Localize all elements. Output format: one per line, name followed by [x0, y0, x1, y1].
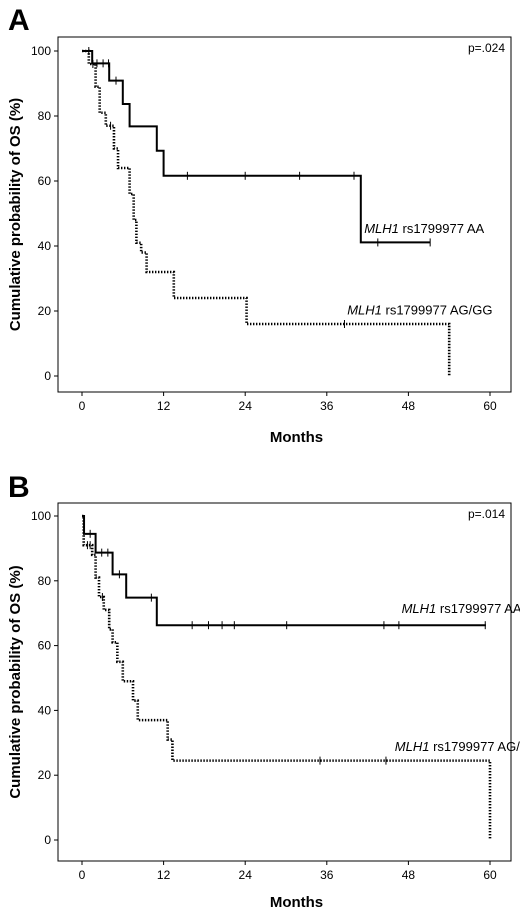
y-tick-label: 100	[31, 509, 51, 523]
panel-letter: B	[8, 471, 30, 504]
y-tick-label: 20	[38, 768, 52, 782]
x-axis-title: Months	[270, 894, 323, 911]
genotype-label: rs1799977 AG/GG	[382, 302, 493, 317]
y-tick-label: 0	[44, 369, 51, 383]
x-tick-label: 0	[79, 399, 86, 413]
x-tick-label: 24	[239, 399, 253, 413]
gene-name: MLH1	[364, 221, 399, 236]
survival-curve-aa	[82, 50, 431, 244]
y-tick-label: 40	[38, 703, 52, 717]
panel-letter: A	[8, 4, 30, 37]
x-axis-title: Months	[270, 429, 323, 446]
series-label-ag-gg: MLH1 rs1799977 AG/GG	[395, 739, 520, 754]
survival-curve-aa	[82, 515, 486, 627]
y-axis-title: Cumulative probability of OS (%)	[7, 98, 24, 331]
x-tick-label: 60	[483, 868, 497, 882]
y-tick-label: 80	[38, 109, 52, 123]
genotype-label: rs1799977 AA	[399, 221, 485, 236]
panel-a: A 0 20 40 60 80 100 0 12 24 36 48 60 Months Cumulative…	[7, 4, 512, 446]
y-tick-label: 60	[38, 174, 52, 188]
x-tick-label: 60	[483, 399, 497, 413]
plot-frame	[57, 502, 512, 862]
x-tick-label: 12	[157, 868, 171, 882]
p-value: p=.024	[468, 41, 505, 55]
series-label-ag-gg: MLH1 rs1799977 AG/GG	[347, 302, 492, 317]
x-tick-label: 36	[320, 399, 334, 413]
panel-b: B 0 20 40 60 80 100 0 12 24 36 48 60 Months Cumulative…	[7, 471, 520, 911]
y-tick-label: 80	[38, 574, 52, 588]
series-label-aa: MLH1 rs1799977 AA	[402, 601, 520, 616]
y-tick-label: 60	[38, 639, 52, 653]
x-tick-label: 24	[239, 868, 253, 882]
gene-name: MLH1	[395, 739, 430, 754]
series-label-aa: MLH1 rs1799977 AA	[364, 221, 484, 236]
plot-frame	[57, 36, 512, 393]
y-tick-label: 100	[31, 44, 51, 58]
x-tick-label: 12	[157, 399, 171, 413]
gene-name: MLH1	[402, 601, 437, 616]
genotype-label: rs1799977 AA	[436, 601, 520, 616]
x-tick-label: 36	[320, 868, 334, 882]
p-value: p=.014	[468, 507, 505, 521]
survival-curve-ag-gg	[82, 514, 492, 840]
survival-curve-ag-gg	[82, 49, 451, 376]
y-tick-label: 40	[38, 239, 52, 253]
y-axis-title: Cumulative probability of OS (%)	[7, 565, 24, 798]
genotype-label: rs1799977 AG/GG	[429, 739, 520, 754]
x-tick-label: 48	[402, 399, 416, 413]
x-tick-label: 0	[79, 868, 86, 882]
y-tick-label: 20	[38, 304, 52, 318]
gene-name: MLH1	[347, 302, 382, 317]
x-tick-label: 48	[402, 868, 416, 882]
y-tick-label: 0	[44, 833, 51, 847]
